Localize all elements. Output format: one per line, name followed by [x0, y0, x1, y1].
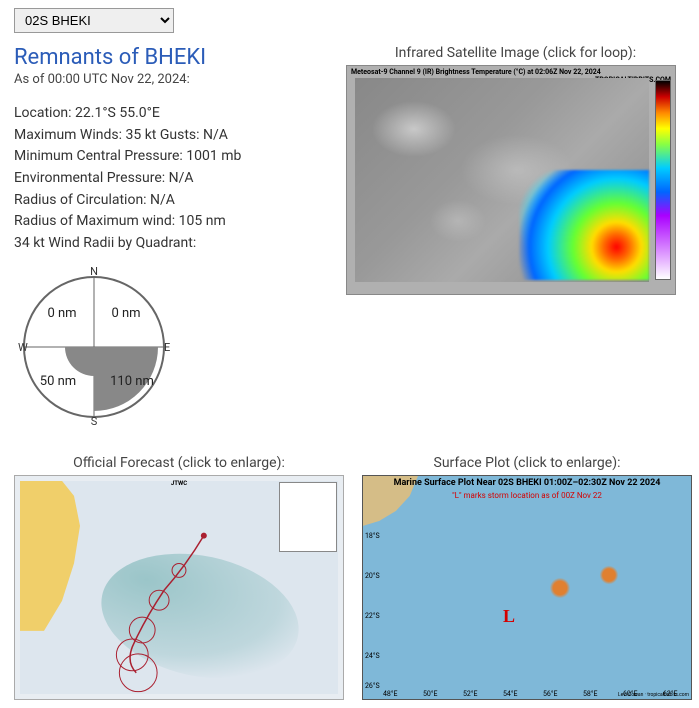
surface-storm-l-icon: L: [503, 606, 515, 627]
satellite-column: Infrared Satellite Image (click for loop…: [346, 45, 685, 295]
lat-label: 22°S: [365, 612, 380, 620]
stat-envp: Environmental Pressure: N/A: [14, 168, 334, 190]
stat-radii34: 34 kt Wind Radii by Quadrant:: [14, 233, 334, 255]
bottom-row: Official Forecast (click to enlarge): JT…: [14, 455, 685, 700]
track-point: [201, 532, 207, 538]
maxwind-label: Maximum Winds:: [14, 127, 125, 143]
lon-label: 54°E: [503, 690, 517, 698]
mincp-value: 1001 mb: [186, 148, 241, 164]
surface-subtitle: "L" marks storm location as of 00Z Nov 2…: [452, 491, 602, 500]
loc-value: 22.1°S 55.0°E: [75, 105, 160, 121]
roc-value: N/A: [150, 192, 175, 208]
satellite-image[interactable]: Meteosat-9 Channel 9 (IR) Brightness Tem…: [346, 65, 676, 295]
satellite-convection-blob: [519, 170, 649, 280]
forecast-panel: Official Forecast (click to enlarge): JT…: [14, 455, 344, 700]
stat-mincp: Minimum Central Pressure: 1001 mb: [14, 146, 334, 168]
stat-maxwind: Maximum Winds: 35 kt Gusts: N/A: [14, 125, 334, 147]
loc-label: Location:: [14, 105, 75, 121]
rmw-value: 105 nm: [179, 213, 226, 229]
compass-sw-petal: [65, 347, 94, 376]
asof-line: As of 00:00 UTC Nov 22, 2024:: [14, 72, 334, 87]
stat-roc: Radius of Circulation: N/A: [14, 190, 334, 212]
satellite-caption: Infrared Satellite Image (click for loop…: [346, 45, 685, 61]
surface-image[interactable]: Marine Surface Plot Near 02S BHEKI 01:00…: [362, 475, 692, 700]
maxwind-value: 35 kt: [125, 127, 156, 143]
storm-stats: Location: 22.1°S 55.0°E Maximum Winds: 3…: [14, 103, 334, 255]
gusts-label: Gusts:: [156, 127, 203, 143]
storm-info-column: Remnants of BHEKI As of 00:00 UTC Nov 22…: [14, 45, 334, 427]
forecast-track-line: [130, 535, 204, 672]
compass-svg: N S W E 0 nm 0 nm 50 nm 110 nm: [14, 267, 174, 427]
top-row: Remnants of BHEKI As of 00:00 UTC Nov 22…: [14, 45, 685, 427]
lat-label: 20°S: [365, 572, 380, 580]
track-point: [119, 654, 157, 692]
track-point: [172, 563, 186, 577]
forecast-stamp: JTWC: [171, 480, 187, 487]
lon-label: 58°E: [583, 690, 597, 698]
compass-w-label: W: [18, 341, 28, 354]
compass-se-value: 110 nm: [110, 374, 154, 389]
wind-radii-compass: N S W E 0 nm 0 nm 50 nm 110 nm: [14, 267, 174, 427]
satellite-color-scale: [655, 80, 671, 280]
storm-title: Remnants of BHEKI: [14, 45, 334, 70]
sat-title-left: Meteosat-9 Channel 9 (IR) Brightness Tem…: [351, 68, 601, 76]
stat-location: Location: 22.1°S 55.0°E: [14, 103, 334, 125]
surface-title: Marine Surface Plot Near 02S BHEKI 01:00…: [394, 478, 661, 488]
lon-label: 52°E: [463, 690, 477, 698]
surface-obs-marker: [598, 564, 620, 586]
compass-ne-value: 0 nm: [111, 306, 140, 321]
envp-value: N/A: [169, 170, 194, 186]
forecast-caption: Official Forecast (click to enlarge):: [14, 455, 344, 471]
lat-label: 24°S: [365, 652, 380, 660]
compass-e-label: E: [164, 341, 170, 354]
rmw-label: Radius of Maximum wind:: [14, 213, 179, 229]
compass-nw-value: 0 nm: [47, 306, 76, 321]
compass-sw-value: 50 nm: [40, 374, 76, 389]
surface-credit: Levi Cowan · tropicaltidbits.com: [618, 692, 689, 698]
surface-caption: Surface Plot (click to enlarge):: [362, 455, 692, 471]
forecast-image[interactable]: JTWC: [14, 475, 344, 700]
lon-label: 50°E: [423, 690, 437, 698]
asof-prefix: As of: [14, 72, 48, 87]
stat-rmw: Radius of Maximum wind: 105 nm: [14, 211, 334, 233]
roc-label: Radius of Circulation:: [14, 192, 150, 208]
track-point: [149, 590, 169, 610]
compass-n-label: N: [90, 267, 98, 278]
asof-time: 00:00 UTC Nov 22, 2024:: [48, 72, 190, 87]
surface-panel: Surface Plot (click to enlarge): Marine …: [362, 455, 692, 700]
mincp-label: Minimum Central Pressure:: [14, 148, 186, 164]
compass-s-label: S: [91, 415, 98, 427]
forecast-legend-box: [279, 482, 337, 552]
storm-selector[interactable]: 02S BHEKI: [14, 8, 174, 33]
lat-label: 18°S: [365, 532, 380, 540]
envp-label: Environmental Pressure:: [14, 170, 169, 186]
lon-label: 56°E: [543, 690, 557, 698]
lon-label: 48°E: [383, 690, 397, 698]
lat-label: 26°S: [365, 682, 380, 690]
gusts-value: N/A: [203, 127, 228, 143]
surface-obs-marker: [548, 576, 572, 600]
